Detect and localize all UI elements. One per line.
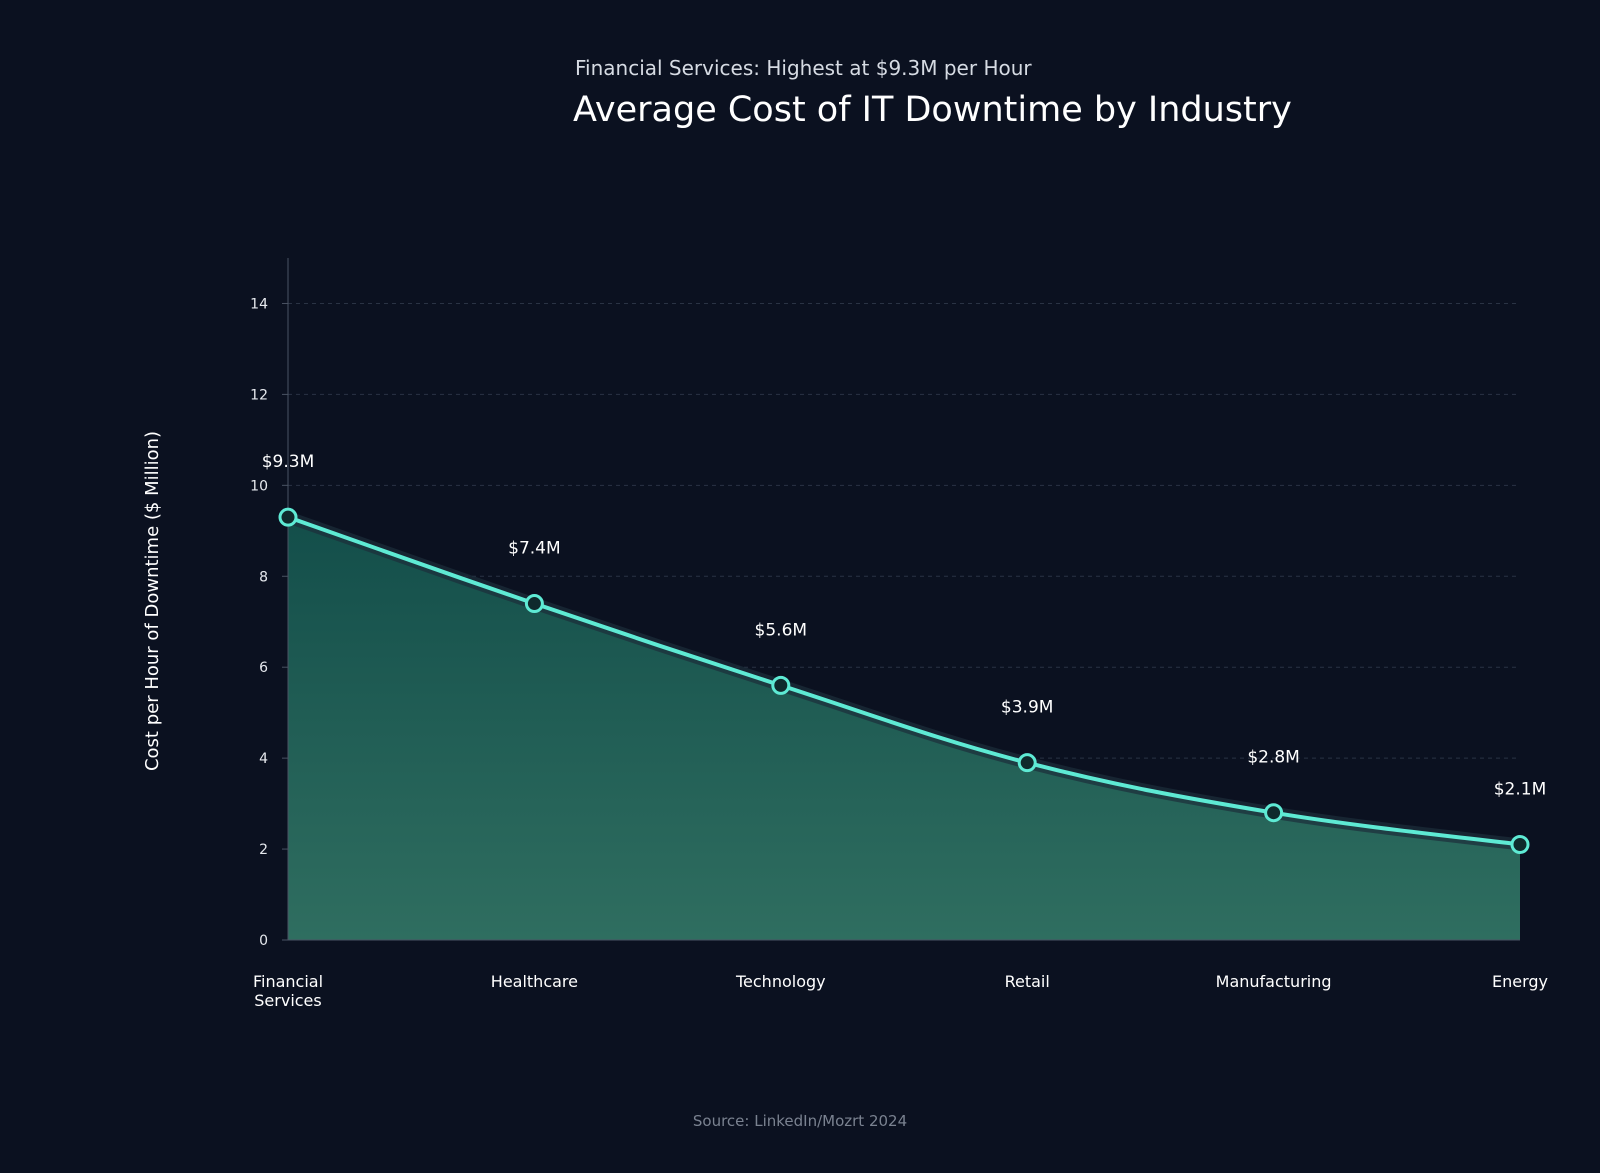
y-tick-label: 12 [250,387,268,403]
tick-labels: 0 2 4 6 8 10 12 14 Financial Services Healthcare Te… [250,296,1548,1010]
y-tick-label: 0 [259,933,268,949]
data-label: $7.4M [508,539,561,559]
y-axis-label: Cost per Hour of Downtime ($ Million) [142,431,163,771]
data-points [278,507,1530,855]
data-point [771,675,791,695]
series-line-group [282,511,1526,851]
chart-subtitle: Financial Services: Highest at $9.3M per… [575,56,1032,80]
source-note: Source: LinkedIn/Mozrt 2024 [692,1112,908,1130]
y-tick-label: 4 [259,751,268,767]
axes [282,258,1520,941]
data-point [1510,835,1530,855]
data-label: $2.8M [1247,748,1300,768]
y-tick-label: 2 [259,842,268,858]
series-line [286,515,1522,847]
data-label: $3.9M [1001,698,1054,718]
x-tick-label: Energy [1492,972,1548,991]
data-point [1264,803,1284,823]
data-point [278,507,298,527]
x-tick-label: Healthcare [491,972,578,991]
y-tick-label: 10 [250,478,268,494]
data-point [1017,753,1037,773]
data-label: $5.6M [755,620,808,640]
y-tick-label: 6 [259,660,268,676]
data-label: $9.3M [262,452,315,472]
chart-title: Average Cost of IT Downtime by Industry [573,90,1292,130]
y-tick-label: 14 [250,296,268,312]
x-tick-label: Retail [1005,972,1050,991]
x-tick-label: Technology [735,972,826,991]
x-tick-label: Manufacturing [1216,972,1332,991]
data-label: $2.1M [1494,780,1547,800]
data-labels: $9.3M $7.4M $5.6M $3.9M $2.8M $2.1M [262,452,1547,799]
x-tick-label: Financial Services [253,972,323,1010]
y-tick-label: 8 [259,569,268,585]
data-point [524,594,544,614]
